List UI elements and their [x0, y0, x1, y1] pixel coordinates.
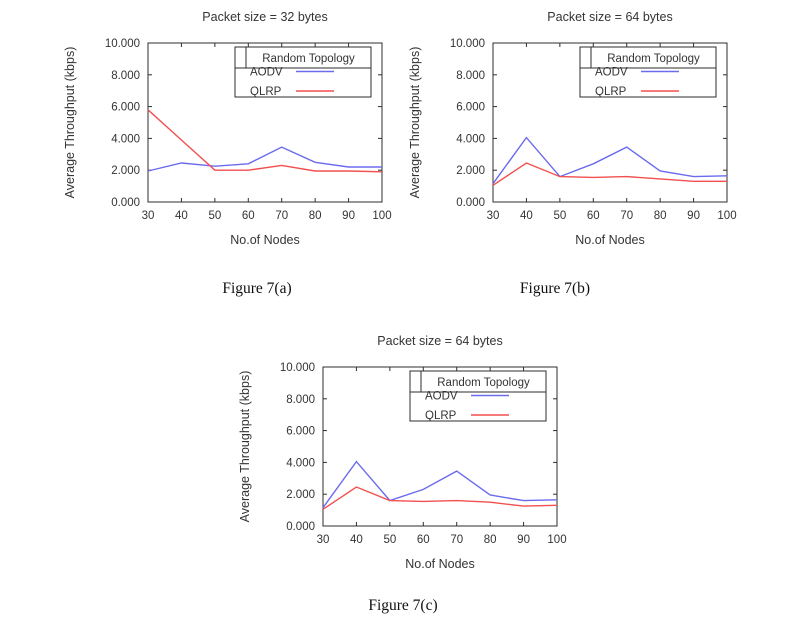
chart-figure-7b: Packet size = 64 bytes Average Throughput… — [383, 4, 753, 262]
y-tick-label: 8.000 — [456, 70, 485, 82]
y-tick-label: 4.000 — [111, 133, 140, 145]
y-axis-label: Average Throughput (kbps) — [238, 371, 252, 523]
x-tick-label: 60 — [587, 210, 600, 222]
y-tick-label: 10.000 — [105, 38, 140, 50]
series-line-aodv — [492, 136, 728, 185]
y-tick-label: 8.000 — [111, 70, 140, 82]
x-tick-label: 60 — [417, 534, 430, 546]
plot-border — [492, 42, 728, 203]
x-tick-label: 70 — [620, 210, 633, 222]
x-tick-label: 70 — [450, 534, 463, 546]
y-tick-label: 2.000 — [286, 489, 315, 501]
legend-title: Random Topology — [607, 53, 700, 65]
chart-title: Packet size = 64 bytes — [547, 10, 672, 24]
x-tick-label: 60 — [242, 210, 255, 222]
x-tick-label: 70 — [275, 210, 288, 222]
x-tick-label: 50 — [208, 210, 221, 222]
y-tick-label: 0.000 — [286, 521, 315, 533]
series-line-aodv — [147, 146, 382, 172]
x-tick-label: 40 — [350, 534, 363, 546]
x-tick-label: 30 — [487, 210, 500, 222]
x-tick-label: 80 — [484, 534, 497, 546]
caption-figure-7a: Figure 7(a) — [222, 280, 292, 297]
chart-7a-svg: Packet size = 32 bytes Average Throughput… — [63, 10, 392, 247]
x-axis-label: No.of Nodes — [230, 233, 299, 247]
y-tick-label: 4.000 — [456, 133, 485, 145]
y-tick-label: 6.000 — [456, 102, 485, 114]
y-tick-label: 0.000 — [456, 197, 485, 209]
x-tick-label: 40 — [520, 210, 533, 222]
x-tick-label: 30 — [317, 534, 330, 546]
legend-label-aodv: AODV — [595, 67, 628, 79]
legend-label-aodv: AODV — [250, 67, 283, 79]
y-tick-label: 10.000 — [450, 38, 485, 50]
series-line-aodv — [322, 460, 558, 509]
x-tick-label: 40 — [175, 210, 188, 222]
y-tick-label: 4.000 — [286, 457, 315, 469]
legend-title: Random Topology — [437, 377, 530, 389]
x-axis-label: No.of Nodes — [575, 233, 644, 247]
y-tick-label: 2.000 — [456, 165, 485, 177]
legend-title: Random Topology — [262, 53, 355, 65]
plot-border — [322, 366, 558, 527]
legend-label-qlrp: QLRP — [595, 86, 627, 98]
y-tick-label: 0.000 — [111, 197, 140, 209]
x-tick-label: 80 — [309, 210, 322, 222]
plot-border — [147, 42, 383, 203]
y-tick-label: 10.000 — [280, 362, 315, 374]
y-tick-label: 2.000 — [111, 165, 140, 177]
x-tick-label: 80 — [654, 210, 667, 222]
y-axis-label: Average Throughput (kbps) — [63, 47, 77, 199]
legend-label-qlrp: QLRP — [250, 86, 282, 98]
x-tick-label: 90 — [517, 534, 530, 546]
x-tick-label: 90 — [687, 210, 700, 222]
chart-figure-7a: Packet size = 32 bytes Average Throughput… — [38, 4, 408, 262]
y-axis-label: Average Throughput (kbps) — [408, 47, 422, 199]
legend-label-aodv: AODV — [425, 391, 458, 403]
chart-title: Packet size = 64 bytes — [377, 334, 502, 348]
x-tick-label: 100 — [372, 210, 391, 222]
x-tick-label: 100 — [717, 210, 736, 222]
x-tick-label: 50 — [553, 210, 566, 222]
series-line-qlrp — [492, 162, 727, 186]
y-tick-label: 6.000 — [286, 426, 315, 438]
y-tick-label: 6.000 — [111, 102, 140, 114]
chart-figure-7c: Packet size = 64 bytes Average Throughput… — [213, 328, 583, 586]
legend-label-qlrp: QLRP — [425, 410, 457, 422]
chart-title: Packet size = 32 bytes — [202, 10, 327, 24]
chart-7c-svg: Packet size = 64 bytes Average Throughput… — [238, 334, 567, 571]
series-line-qlrp — [322, 486, 558, 510]
chart-7b-svg: Packet size = 64 bytes Average Throughput… — [408, 10, 737, 247]
caption-figure-7c: Figure 7(c) — [368, 597, 438, 614]
x-tick-label: 100 — [547, 534, 566, 546]
x-tick-label: 30 — [142, 210, 155, 222]
x-tick-label: 90 — [342, 210, 355, 222]
x-tick-label: 50 — [383, 534, 396, 546]
series-line-qlrp — [147, 109, 383, 173]
caption-figure-7b: Figure 7(b) — [519, 280, 591, 297]
x-axis-label: No.of Nodes — [405, 557, 474, 571]
y-tick-label: 8.000 — [286, 394, 315, 406]
